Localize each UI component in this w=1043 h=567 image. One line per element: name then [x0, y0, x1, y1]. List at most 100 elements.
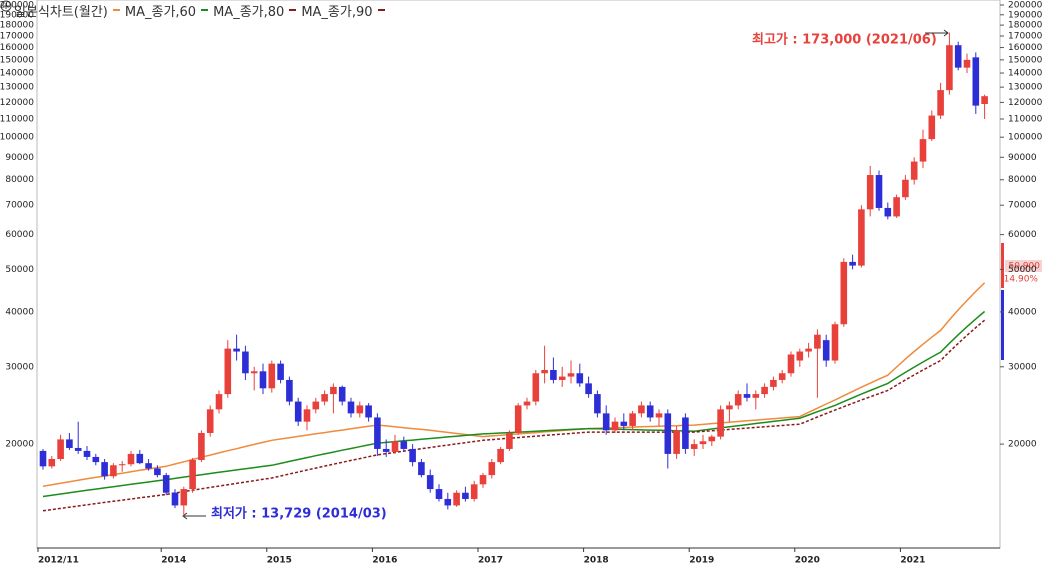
ma-line — [42, 319, 986, 512]
y-tick-label: 40000 — [1008, 307, 1037, 317]
candle-body — [154, 468, 161, 476]
candle-body — [286, 379, 293, 402]
candle-body — [523, 401, 531, 406]
candle-body — [294, 401, 302, 422]
candle-body — [268, 363, 276, 389]
candle-body — [118, 464, 126, 466]
y-tick-label-left: 180000 — [0, 21, 34, 31]
candle-body — [682, 417, 689, 449]
candle-body — [356, 405, 364, 414]
candle-body — [171, 492, 179, 506]
y-tick-label: 50000 — [1008, 265, 1037, 275]
x-tick-label: 2020 — [795, 556, 820, 566]
candle-body — [690, 444, 698, 449]
y-tick-label-left: 70000 — [5, 201, 34, 211]
candle-body — [972, 57, 980, 106]
candle-body — [39, 450, 47, 467]
candle-body — [946, 45, 953, 91]
candle-body — [145, 463, 152, 469]
legend-swatch — [112, 9, 120, 11]
y-tick-label-left: 140000 — [0, 69, 34, 79]
candle-body — [136, 453, 144, 464]
candle-body — [532, 373, 540, 402]
candle-body — [479, 475, 487, 485]
candle-body — [462, 492, 469, 499]
candle-body — [884, 207, 892, 217]
candle-body — [259, 371, 267, 389]
y-tick-label-left: 60000 — [5, 230, 34, 240]
legend-label: MA_종가,60 — [124, 4, 197, 20]
y-tick-label: 160000 — [1008, 43, 1043, 53]
candle-body — [382, 448, 390, 452]
candle-body — [330, 386, 337, 395]
y-tick-label-left: 100000 — [0, 133, 34, 143]
candle-body — [83, 450, 91, 457]
candle-body — [902, 179, 909, 198]
y-tick-label: 110000 — [1008, 115, 1043, 125]
candle-body — [805, 348, 812, 352]
candle-body — [558, 376, 566, 380]
candle-body — [74, 447, 82, 451]
high-arrow — [925, 29, 949, 37]
x-tick-label: 2015 — [267, 556, 292, 566]
candle-body — [409, 448, 416, 463]
y-tick-label-left: 50000 — [5, 265, 34, 275]
y-tick-label-left: 80000 — [5, 175, 34, 185]
candle-body — [426, 475, 434, 490]
y-tick-label: 120000 — [1008, 98, 1043, 108]
y-tick-label: 140000 — [1008, 69, 1043, 79]
candle-body — [470, 484, 478, 499]
candle-body — [708, 436, 716, 442]
candle-body — [620, 421, 628, 426]
candle-body — [602, 413, 610, 431]
chart-title: 일본식차트(월간) — [14, 4, 108, 20]
x-tick-label: 2021 — [900, 556, 925, 566]
candle-body — [101, 462, 108, 477]
legend: 일본식차트(월간) MA_종가,60 MA_종가,80 MA_종가,90 — [14, 0, 390, 20]
candle-body — [778, 373, 786, 380]
y-tick-label-left: 40000 — [5, 307, 34, 317]
x-tick-label: 2018 — [584, 556, 609, 566]
candle-body — [814, 334, 821, 349]
candle-body — [655, 413, 663, 418]
price-indicator-up — [1001, 243, 1004, 288]
candle-body — [567, 373, 575, 377]
y-tick-label: 70000 — [1008, 201, 1037, 211]
candle-body — [250, 371, 258, 374]
y-tick-label: 90000 — [1008, 153, 1037, 163]
candle-body — [233, 348, 240, 352]
candle-body — [453, 492, 460, 506]
y-tick-label-left: 20000 — [5, 440, 34, 450]
candle-body — [699, 441, 707, 445]
candle-body — [215, 394, 223, 410]
candle-body — [954, 45, 962, 68]
candle-body — [638, 405, 645, 414]
candle-body — [497, 448, 504, 463]
candle-body — [418, 462, 425, 476]
candle-body — [312, 401, 320, 410]
candle-body — [770, 379, 777, 387]
price-indicator-down — [1001, 290, 1004, 360]
candle-body — [57, 439, 64, 459]
candle-body — [585, 383, 592, 395]
y-tick-label-left: 200000 — [0, 1, 34, 11]
candle-body — [646, 405, 654, 418]
legend-label: MA_종가,90 — [301, 4, 373, 20]
candle-body — [303, 409, 311, 422]
candle-body — [180, 489, 188, 506]
candle-body — [338, 386, 346, 402]
candle-body — [198, 433, 205, 461]
candle-body — [629, 413, 636, 426]
y-tick-label: 20000 — [1008, 440, 1037, 450]
candle-body — [488, 462, 496, 476]
candle-body — [726, 405, 733, 410]
candle-body — [224, 348, 232, 395]
candle-body — [550, 369, 557, 380]
high-annotation: 최고가 : 173,000 (2021/06) — [752, 33, 937, 48]
candle-body — [92, 456, 100, 463]
candle-body — [506, 433, 513, 449]
candle-body — [391, 441, 399, 452]
legend-swatch — [377, 9, 385, 11]
